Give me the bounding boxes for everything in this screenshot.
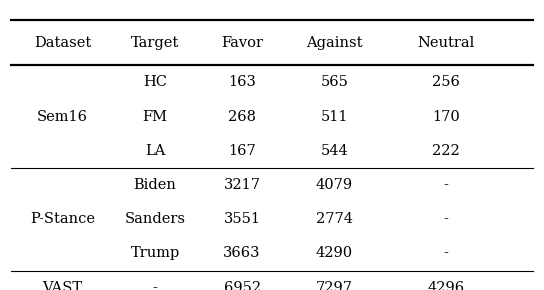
Text: 163: 163	[228, 75, 256, 89]
Text: LA: LA	[145, 144, 165, 158]
Text: Target: Target	[131, 36, 179, 50]
Text: -: -	[444, 212, 448, 226]
Text: Against: Against	[306, 36, 363, 50]
Text: 268: 268	[228, 110, 256, 124]
Text: 222: 222	[432, 144, 460, 158]
Text: 7297: 7297	[316, 281, 353, 290]
Text: 4079: 4079	[316, 178, 353, 192]
Text: P-Stance: P-Stance	[30, 212, 95, 226]
Text: 6952: 6952	[224, 281, 261, 290]
Text: VAST: VAST	[42, 281, 83, 290]
Text: -: -	[444, 246, 448, 260]
Text: Biden: Biden	[134, 178, 176, 192]
Text: HC: HC	[143, 75, 167, 89]
Text: 4296: 4296	[428, 281, 465, 290]
Text: FM: FM	[143, 110, 168, 124]
Text: Neutral: Neutral	[417, 36, 475, 50]
Text: -: -	[153, 281, 157, 290]
Text: -: -	[444, 178, 448, 192]
Text: Sem16: Sem16	[37, 110, 88, 124]
Text: 3551: 3551	[224, 212, 261, 226]
Text: 3663: 3663	[224, 246, 261, 260]
Text: Favor: Favor	[221, 36, 263, 50]
Text: 511: 511	[321, 110, 348, 124]
Text: Dataset: Dataset	[34, 36, 91, 50]
Text: Trump: Trump	[131, 246, 180, 260]
Text: 256: 256	[432, 75, 460, 89]
Text: 170: 170	[432, 110, 460, 124]
Text: Sanders: Sanders	[125, 212, 186, 226]
Text: 4290: 4290	[316, 246, 353, 260]
Text: 167: 167	[228, 144, 256, 158]
Text: 2774: 2774	[316, 212, 353, 226]
Text: 565: 565	[320, 75, 349, 89]
Text: 3217: 3217	[224, 178, 261, 192]
Text: 544: 544	[320, 144, 349, 158]
